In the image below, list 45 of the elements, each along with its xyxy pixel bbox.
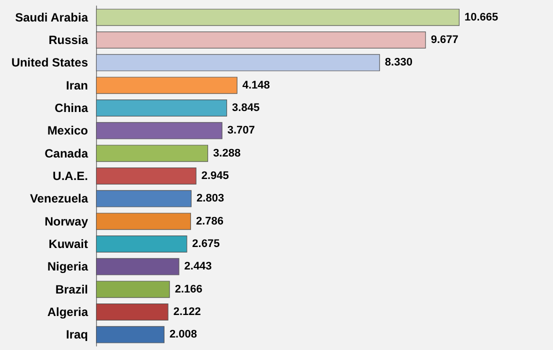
y-tick-label: Russia (48, 33, 88, 47)
y-tick-label: United States (11, 56, 88, 70)
bar (96, 32, 426, 48)
bar (96, 304, 168, 320)
data-label: 4.148 (242, 79, 270, 92)
y-tick-label: Brazil (55, 282, 88, 296)
bar (96, 76, 238, 94)
data-label: 2.803 (196, 192, 224, 205)
y-tick-label: Norway (44, 214, 88, 228)
data-label: 2.008 (169, 328, 197, 341)
y-tick-label: Venezuela (30, 192, 88, 206)
data-label: 10.665 (464, 11, 498, 24)
y-tick-label: Algeria (47, 305, 88, 319)
bar (96, 122, 222, 140)
bar (96, 100, 228, 116)
bar (96, 258, 180, 276)
y-tick-label: Saudi Arabia (15, 10, 88, 24)
data-label: 2.675 (192, 238, 220, 250)
data-label: 9.677 (430, 34, 458, 46)
y-tick-label: China (54, 101, 88, 115)
data-label: 2.166 (174, 283, 202, 296)
data-label: 2.786 (196, 215, 224, 228)
data-label: 3.845 (232, 102, 260, 114)
data-label: 2.443 (184, 260, 212, 273)
data-label: 3.288 (213, 147, 241, 160)
y-tick-label: Kuwait (48, 237, 88, 251)
bar (96, 144, 208, 162)
bar (96, 54, 380, 72)
bar (96, 280, 170, 298)
bar (96, 190, 192, 208)
data-label: 3.707 (227, 124, 255, 137)
bar (96, 168, 196, 184)
y-tick-label: Canada (44, 146, 88, 160)
y-tick-label: Iraq (66, 328, 88, 342)
bar (96, 212, 191, 230)
y-tick-label: Mexico (47, 124, 88, 138)
data-label: 2.945 (201, 170, 229, 182)
bar (96, 8, 460, 26)
y-tick-label: Iran (66, 78, 88, 92)
data-label: 8.330 (384, 56, 412, 69)
bar (96, 236, 188, 252)
y-tick-label: U.A.E. (52, 169, 88, 183)
data-label: 2.122 (173, 306, 201, 318)
y-tick-label: Nigeria (47, 260, 88, 274)
bar (96, 326, 164, 344)
